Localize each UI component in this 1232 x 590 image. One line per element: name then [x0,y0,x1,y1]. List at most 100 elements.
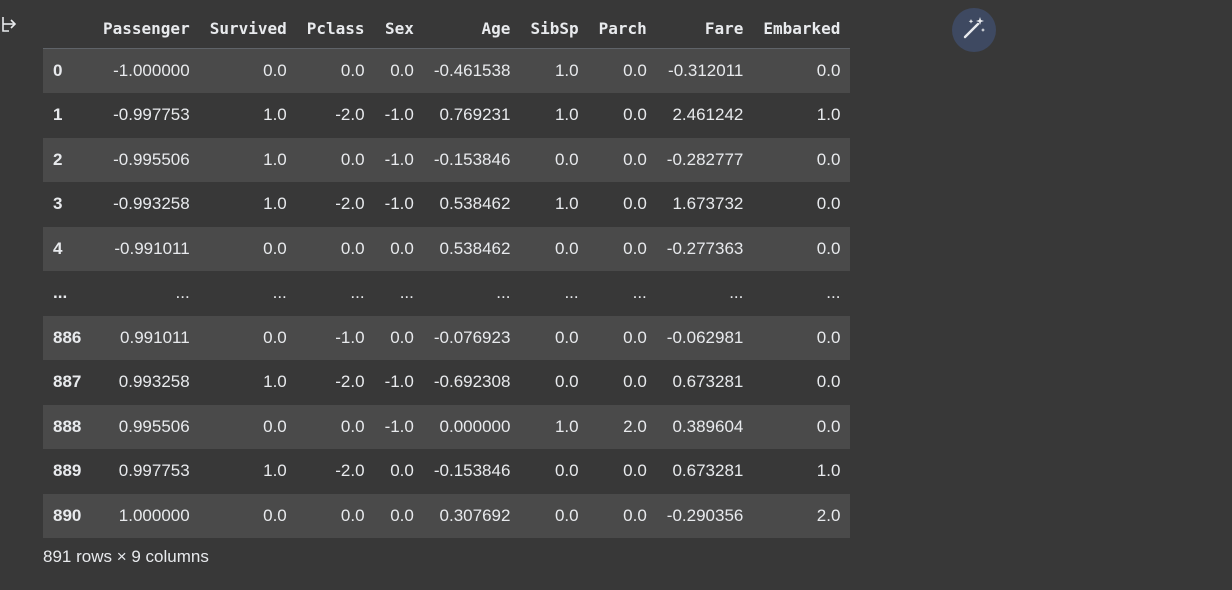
output-arrow-icon [0,14,22,36]
index-header [43,8,93,49]
cell-passenger: 0.991011 [120,327,190,347]
cell-parch: 0.0 [623,194,647,214]
cell-sex: -1.0 [384,416,414,436]
cell-sibsp: 0.0 [554,149,579,169]
cell-passenger: 1.000000 [118,505,190,525]
cell-survived: ... [272,283,287,303]
cell-parch: 0.0 [623,149,647,169]
cell-survived: 0.0 [263,238,287,258]
cell-sex: 0.0 [390,505,414,525]
table-row: 890 1.000000 0.0 0.0 0.0 0.307692 0.0 0.0 -0.290… [43,493,851,538]
cell-sex: -1.0 [384,105,414,125]
cell-embarked: 0.0 [816,149,841,169]
cell-sex: 0.0 [390,61,414,80]
cell-embarked: 0.0 [816,238,841,258]
table-shape-footer: 891 rows × 9 columns [43,547,209,566]
cell-parch: 0.0 [623,105,647,125]
cell-sex: 0.0 [390,461,414,481]
column-header-parch: Parch [588,8,657,49]
cell-passenger: -0.993258 [113,194,190,214]
cell-passenger: -1.000000 [113,61,190,80]
column-header-survived: Survived [199,8,297,49]
cell-parch: 0.0 [623,327,647,347]
cell-parch: 0.0 [623,461,647,481]
cell-age: ... [496,283,511,303]
cell-survived: 1.0 [263,194,287,214]
cell-age: 0.538462 [439,238,511,258]
table-row: 887 0.993258 1.0 -2.0 -1.0 -0.692308 0.0 0.0 0.6… [43,360,851,405]
cell-survived: 0.0 [263,61,287,80]
table-row: 886 0.991011 0.0 -1.0 0.0 -0.076923 0.0 0.0 -0.0… [43,315,851,360]
magic-wand-button[interactable] [952,8,996,52]
cell-parch: ... [632,283,647,303]
cell-embarked: 0.0 [816,194,841,214]
cell-fare: -0.312011 [668,61,744,80]
cell-sibsp: 1.0 [554,416,579,436]
cell-pclass: 0.0 [340,505,365,525]
cell-passenger: 0.993258 [118,372,190,392]
dataframe-table: Passenger Survived Pclass Sex Age SibSp Parch F… [43,8,851,538]
row-index: 886 [53,327,82,347]
column-header-sibsp: SibSp [520,8,589,49]
row-index: 888 [53,416,82,436]
cell-passenger: ... [175,283,190,303]
cell-sibsp: 0.0 [554,327,579,347]
cell-embarked: 1.0 [816,105,841,125]
cell-pclass: -2.0 [335,372,365,392]
cell-survived: 1.0 [263,372,287,392]
cell-parch: 0.0 [623,372,647,392]
cell-sex: 0.0 [390,238,414,258]
cell-sibsp: 1.0 [554,105,579,125]
cell-pclass: -1.0 [335,327,365,347]
cell-pclass: -2.0 [335,461,365,481]
magic-wand-icon [961,15,987,46]
table-row: 889 0.997753 1.0 -2.0 0.0 -0.153846 0.0 0.0 0.67… [43,449,851,494]
cell-survived: 1.0 [263,149,287,169]
cell-age: 0.769231 [439,105,511,125]
row-index: 887 [53,372,82,392]
cell-embarked: 0.0 [816,61,841,80]
cell-fare: -0.282777 [666,149,744,169]
cell-survived: 0.0 [263,416,287,436]
row-index: 1 [53,105,63,125]
cell-parch: 0.0 [623,238,647,258]
cell-pclass: 0.0 [340,149,365,169]
cell-age: 0.307692 [439,505,511,525]
cell-pclass: ... [350,283,365,303]
cell-age: 0.538462 [439,194,511,214]
table-row: 3 -0.993258 1.0 -2.0 -1.0 0.538462 1.0 0.0 1.673… [43,182,851,227]
cell-survived: 1.0 [263,461,287,481]
cell-embarked: ... [826,283,841,303]
cell-fare: 0.389604 [672,416,744,436]
table-row: 2 -0.995506 1.0 0.0 -1.0 -0.153846 0.0 0.0 -0.28… [43,137,851,182]
cell-passenger: -0.997753 [113,105,190,125]
cell-embarked: 0.0 [816,416,841,436]
table-row: 0 -1.000000 0.0 0.0 0.0 -0.461538 1.0 0.0 -0.312… [43,48,851,93]
cell-survived: 0.0 [263,327,287,347]
row-index: ... [53,283,68,303]
cell-sibsp: 0.0 [554,505,579,525]
cell-survived: 1.0 [263,105,287,125]
cell-passenger: -0.991011 [114,238,190,258]
cell-age: -0.153846 [433,461,511,481]
cell-fare: 2.461242 [672,105,744,125]
cell-pclass: 0.0 [340,61,365,80]
cell-pclass: 0.0 [340,416,365,436]
cell-sibsp: 1.0 [554,61,579,80]
cell-sex: -1.0 [384,149,414,169]
cell-fare: 0.673281 [672,461,744,481]
column-header-pclass: Pclass [296,8,375,49]
table-row: 888 0.995506 0.0 0.0 -1.0 0.000000 1.0 2.0 0.389… [43,404,851,449]
cell-age: -0.153846 [433,149,511,169]
cell-sibsp: 1.0 [554,194,579,214]
cell-sibsp: 0.0 [554,461,579,481]
cell-fare: ... [729,283,744,303]
cell-age: -0.461538 [433,61,511,80]
row-index: 3 [53,194,63,214]
cell-pclass: -2.0 [335,194,365,214]
cell-age: 0.000000 [439,416,511,436]
cell-passenger: -0.995506 [113,149,190,169]
cell-embarked: 0.0 [816,327,841,347]
cell-sibsp: ... [564,283,579,303]
cell-fare: 1.673732 [672,194,744,214]
